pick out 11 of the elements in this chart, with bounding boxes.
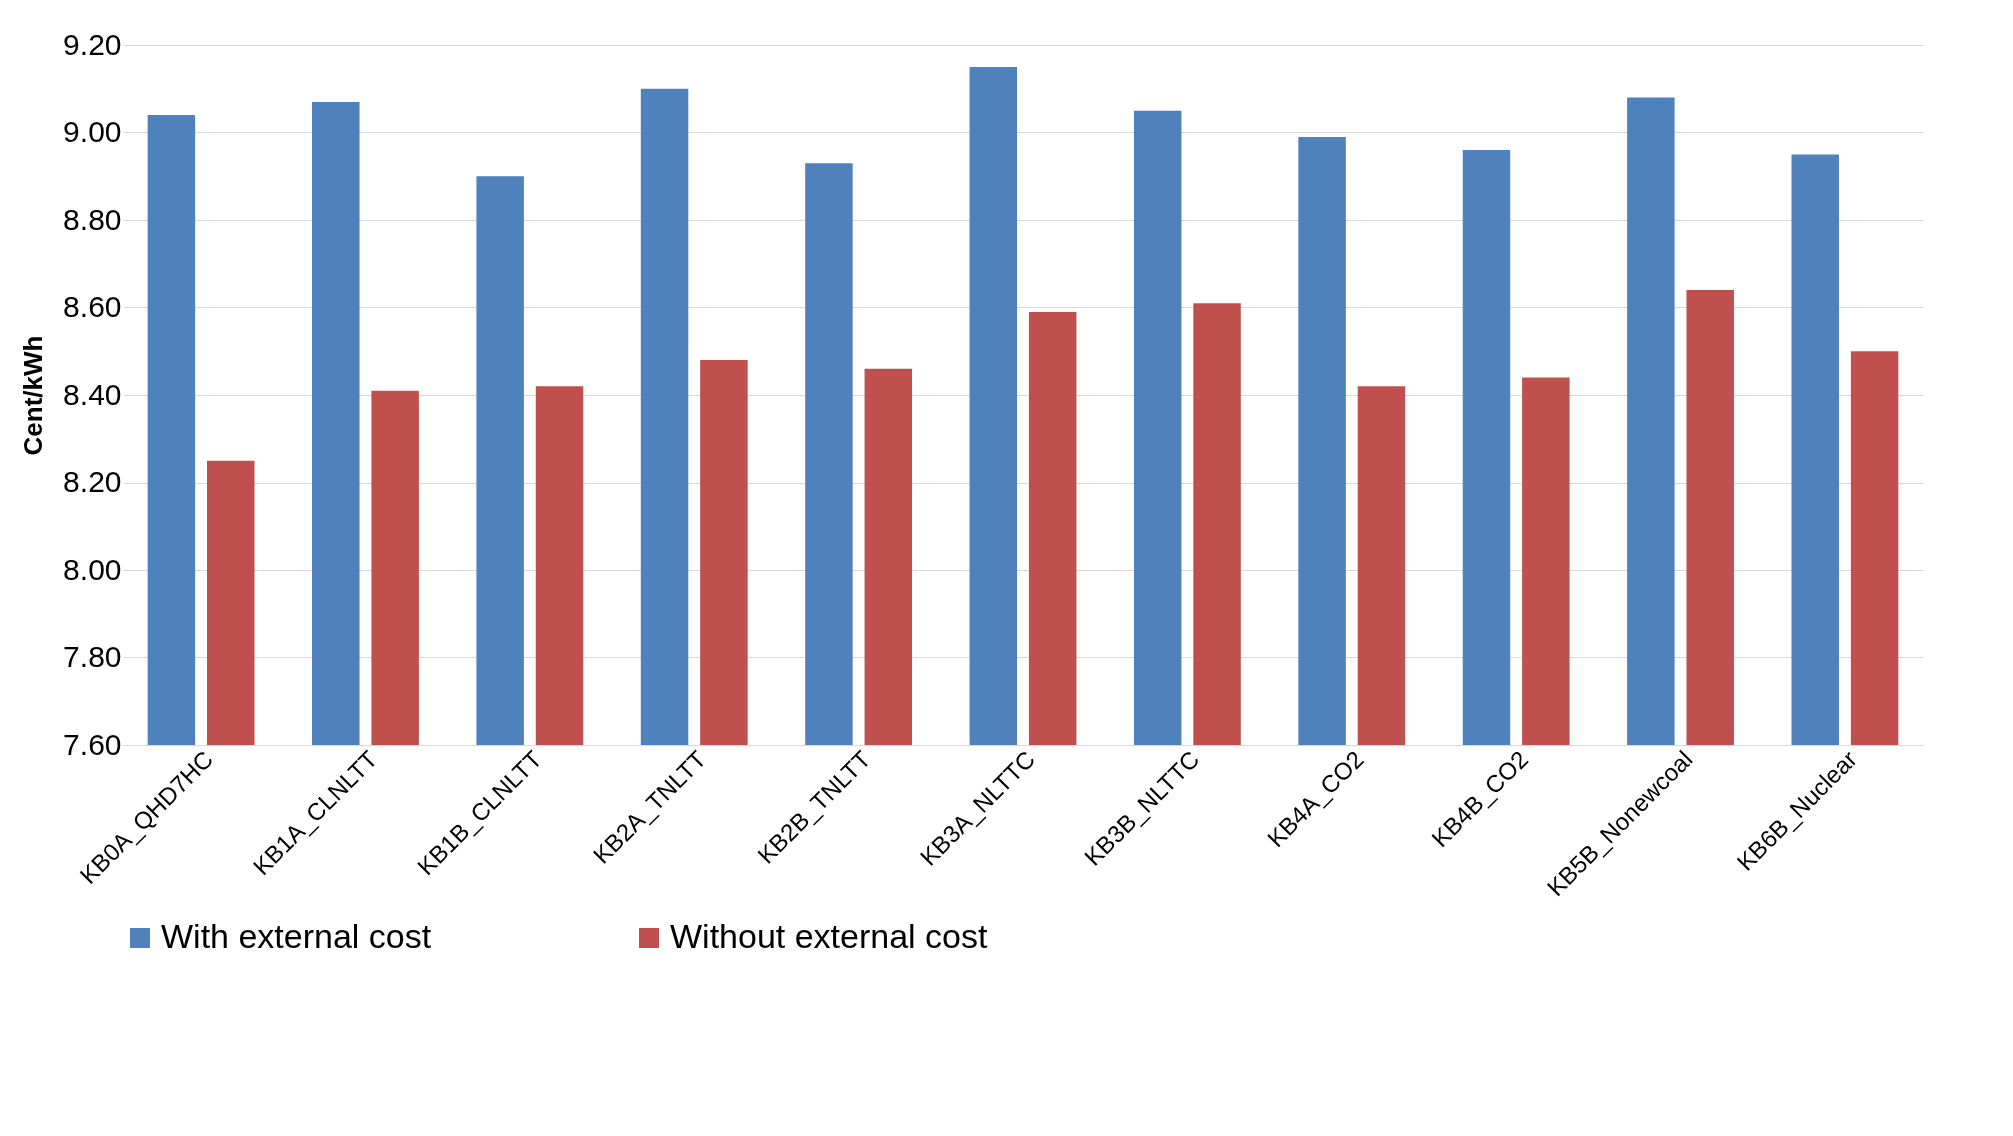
y-axis-title: Cent/kWh [18,335,49,456]
y-tick-label: 8.20 [63,465,122,498]
y-tick-label: 8.00 [63,552,122,586]
y-tick-label: 7.80 [63,640,122,673]
legend-label: With external cost [161,917,432,955]
y-tick-label: 8.40 [63,377,122,411]
legend-label: Without external cost [670,917,989,955]
y-tick-label: 8.80 [63,202,122,236]
y-tick-label: 9.00 [63,115,122,148]
y-tick-label: 9.20 [63,27,122,61]
y-tick-label: 8.60 [63,290,122,323]
